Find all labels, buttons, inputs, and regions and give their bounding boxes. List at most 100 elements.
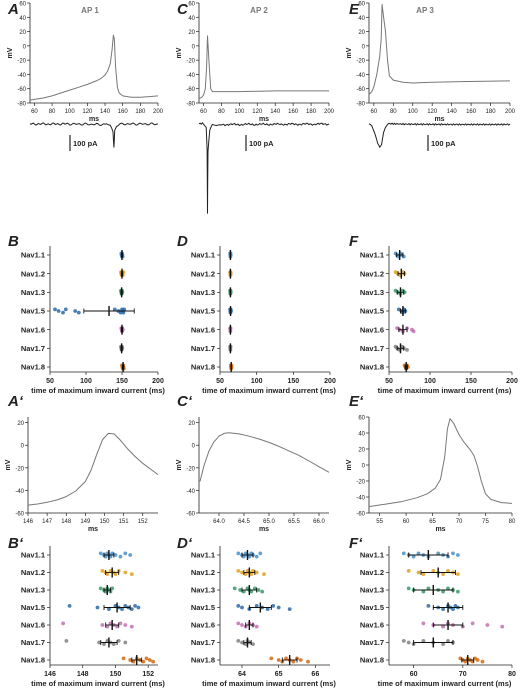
category-label: Nav1.7 [21,344,45,353]
y-axis-label: mV [346,459,353,470]
series-Nav1.2 [406,567,460,578]
data-point [236,604,241,608]
data-point [291,659,296,664]
x-tick-label: 146 [23,519,34,525]
data-point [441,624,445,629]
panel-letter-A: A [7,1,19,18]
data-point [406,586,411,591]
series-Nav1.8 [229,362,234,372]
data-point [411,329,416,334]
series-Nav1.5 [53,306,135,316]
x-tick-label: 200 [324,378,336,385]
series-Nav1.1 [236,550,263,560]
y-tick-label: -20 [186,466,195,472]
x-tick-label: 120 [252,109,263,115]
x-tick-label: 140 [447,109,458,115]
data-point [249,572,254,576]
data-point [240,605,244,610]
series-Nav1.6 [236,620,259,630]
series-Nav1.8 [269,655,310,665]
data-point [120,607,124,611]
y-tick-label: -80 [17,102,26,108]
x-tick-label: 65 [429,519,436,525]
category-label: Nav1.7 [191,638,215,647]
data-point [441,572,445,576]
x-tick-label: 66 [311,671,319,678]
y-tick-label: -40 [356,73,365,79]
data-point [241,589,246,594]
y-tick-label: -60 [356,512,365,518]
x-tick-label: 150 [116,378,128,385]
chart-E: -80 -60 -40 -20 0 20 40 60 60 80 100 120 140 160 180 20… [346,2,516,151]
data-point [456,589,460,594]
x-tick-label: 64 [238,671,246,678]
data-point [426,586,431,591]
series-Nav1.6 [119,324,125,335]
data-point [470,621,475,626]
category-label: Nav1.3 [21,586,45,595]
data-point [306,659,310,664]
y-tick-label: 0 [362,44,366,50]
category-label: Nav1.6 [360,621,384,630]
series-Nav1.2 [119,268,126,279]
data-point [262,572,266,576]
category-label: Nav1.6 [191,621,215,630]
x-tick-label: 120 [427,109,438,115]
data-point [236,551,241,556]
x-axis-label: ms [259,116,269,123]
category-label: Nav1.1 [21,251,45,260]
series-Nav1.8 [121,655,156,665]
x-tick-label: 151 [119,519,130,525]
series-Nav1.6 [421,620,505,630]
data-point [123,551,128,556]
series-Nav1.3 [228,287,233,298]
x-tick-label: 120 [82,109,93,115]
current-trace [368,122,511,148]
data-point [243,642,248,646]
series-Nav1.6 [61,620,134,630]
data-point [258,551,263,556]
data-point [276,605,281,610]
category-label: Nav1.5 [191,307,215,316]
y-axis-label: mV [176,459,183,470]
y-tick-label: 20 [17,421,24,427]
series-Nav1.5 [236,602,292,613]
y-tick-label: 60 [188,2,195,8]
x-tick-label: 60 [200,109,207,115]
panel-letter-B2: B‘ [8,535,24,552]
data-point [254,554,259,559]
data-point [436,551,441,556]
series-Nav1.1 [228,250,233,260]
series-Nav1.3 [98,585,115,595]
y-tick-label: 40 [188,16,195,22]
data-point [129,572,134,576]
data-point [128,553,133,557]
chart-C2: -60 -40 -20 0 20 64.0 64.5 65.0 65.5 66.0 mV ms [176,417,330,533]
x-tick-label: 100 [234,109,245,115]
x-tick-label: 200 [153,109,164,115]
data-point [144,656,149,661]
data-point [64,639,69,643]
chart-title: AP 3 [416,6,434,15]
data-point [123,570,128,575]
series-Nav1.7 [64,637,128,648]
data-point [500,624,505,629]
data-point [271,604,276,608]
x-tick-label: 60 [403,519,410,525]
data-point [480,659,485,664]
panel-letter-F2: F‘ [349,535,363,552]
data-point [240,623,244,627]
data-point [97,640,101,645]
series-Nav1.5 [228,306,233,316]
data-point [67,604,72,608]
x-tick-label: 60 [371,109,378,115]
category-label: Nav1.1 [191,251,215,260]
data-point [103,554,108,559]
panel-letter-D2: D‘ [177,535,193,552]
x-tick-label: 160 [118,109,129,115]
data-point [147,658,152,662]
data-point [421,572,426,576]
x-tick-label: 152 [138,519,149,525]
